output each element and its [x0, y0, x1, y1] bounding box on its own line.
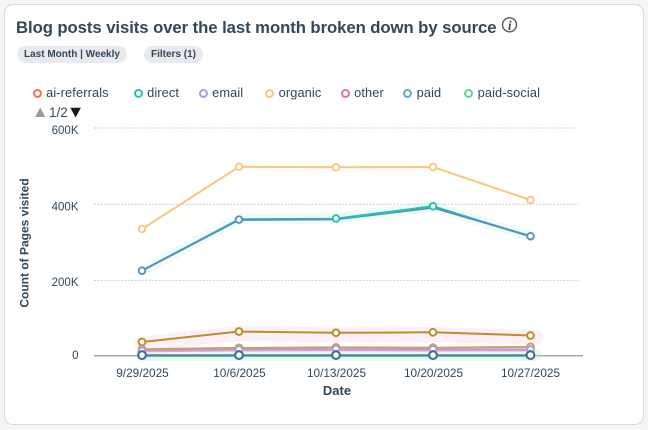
svg-text:i: i — [508, 18, 512, 33]
svg-text:9/29/2025: 9/29/2025 — [116, 366, 169, 380]
svg-text:10/6/2025: 10/6/2025 — [213, 366, 266, 380]
svg-text:0: 0 — [72, 350, 78, 362]
svg-text:Date: Date — [323, 383, 351, 398]
svg-text:10/20/2025: 10/20/2025 — [404, 366, 463, 380]
svg-text:1/2: 1/2 — [49, 105, 68, 120]
svg-text:200K: 200K — [52, 277, 79, 289]
svg-text:10/27/2025: 10/27/2025 — [501, 366, 560, 380]
svg-text:Count of Pages visited: Count of Pages visited — [18, 178, 32, 307]
svg-text:400K: 400K — [52, 201, 79, 213]
svg-text:10/13/2025: 10/13/2025 — [307, 366, 366, 380]
svg-text:600K: 600K — [52, 125, 79, 137]
